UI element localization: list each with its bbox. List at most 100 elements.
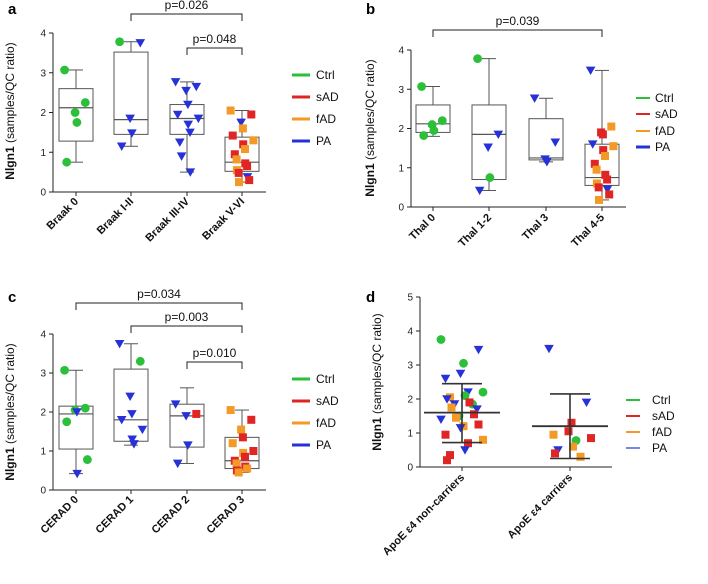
data-point-fad — [607, 122, 616, 131]
data-point-pa — [191, 82, 202, 92]
data-point-ctrl — [135, 356, 145, 366]
panel-a: a Nlgn1 (samples/QC ratio) 0 1 2 3 4 Braak 0 B… — [3, 0, 339, 244]
data-point-sad — [228, 131, 237, 140]
p-value-label: p=0.010 — [193, 346, 237, 360]
data-point-pa — [581, 398, 592, 407]
panel-b: b Nlgn1 (samples/QC ratio) 0 1 2 3 4 Thal 0 Th… — [363, 1, 678, 250]
legend-label-sad: sAD — [316, 90, 339, 104]
data-point-pa — [455, 424, 466, 433]
data-point-ctrl — [473, 54, 482, 64]
data-point-sad — [551, 449, 559, 458]
data-point-ctrl — [485, 173, 495, 182]
data-point-fad — [235, 178, 243, 187]
y-tick-label: 0 — [40, 188, 46, 199]
x-tick-label: CERAD 2 — [149, 494, 192, 537]
data-point-ctrl — [62, 417, 72, 427]
legend-label-ctrl: Ctrl — [316, 372, 335, 386]
legend-label-ctrl: Ctrl — [316, 68, 335, 82]
significance-bracket — [186, 361, 243, 369]
legend-label-sad: sAD — [655, 107, 678, 121]
significance-bracket — [432, 29, 603, 37]
data-point-sad — [470, 410, 478, 419]
panel-letter-a: a — [8, 1, 17, 18]
legend: Ctrl sAD fAD PA — [292, 68, 339, 148]
y-tick-label: 4 — [40, 29, 46, 40]
data-point-pa — [483, 143, 493, 152]
y-axis-label: Nlgn1 (samples/QC ratio) — [3, 343, 17, 480]
data-point-ctrl — [83, 455, 92, 464]
data-point-ctrl — [437, 116, 447, 126]
data-point-fad — [609, 142, 618, 151]
data-point-sad — [603, 175, 612, 184]
data-point-pa — [473, 345, 484, 355]
data-point-pa — [172, 110, 183, 120]
y-tick-label: 0 — [40, 486, 46, 497]
data-point-pa — [127, 435, 137, 444]
data-point-ctrl — [80, 403, 90, 413]
data-point-ctrl — [60, 365, 69, 375]
y-tick-label: 2 — [407, 395, 413, 406]
x-tick-label: Thal 1-2 — [456, 212, 494, 250]
y-tick-label: 0 — [398, 203, 404, 214]
data-point-pa — [185, 128, 195, 137]
data-point-pa — [193, 114, 204, 124]
x-tick-label: Braak V-VI — [200, 196, 247, 243]
data-point-pa — [127, 410, 137, 419]
data-point-pa — [455, 369, 466, 379]
data-point-ctrl — [115, 37, 124, 47]
data-point-pa — [440, 374, 451, 384]
data-point-fad — [592, 165, 601, 174]
y-tick-label: 1 — [40, 447, 46, 458]
data-point-pa — [474, 186, 485, 196]
x-tick-label: CERAD 0 — [38, 494, 81, 537]
data-point-ctrl — [478, 387, 488, 397]
data-point-pa — [129, 440, 139, 449]
data-point-sad — [590, 159, 599, 168]
data-point-sad — [245, 176, 254, 185]
data-point-pa — [550, 138, 561, 147]
y-tick-label: 5 — [407, 293, 413, 304]
data-point-fad — [569, 442, 577, 451]
panel-d: d Nlgn1 (samples/QC ratio) 0 1 2 3 4 5 ApoE ε4… — [366, 289, 675, 558]
significance-bracket — [130, 13, 243, 21]
data-point-sad — [249, 447, 258, 455]
x-tick-label: Braak 0 — [45, 196, 82, 233]
legend-label-pa: PA — [316, 134, 331, 148]
panel-c: c Nlgn1 (samples/QC ratio) 0 1 2 3 4 CERAD 0 C… — [3, 287, 339, 536]
legend: Ctrl sAD fAD PA — [636, 91, 678, 154]
data-point-sad — [243, 162, 252, 171]
data-point-pa — [183, 100, 193, 110]
x-tick-label: Braak I-II — [95, 196, 136, 237]
data-point-ctrl — [80, 98, 90, 107]
data-point-fad — [549, 430, 558, 439]
data-point-fad — [243, 464, 252, 473]
data-point-pa — [183, 120, 193, 130]
data-point-pa — [72, 469, 82, 479]
data-point-ctrl — [62, 157, 72, 167]
x-tick-label: CERAD 1 — [93, 494, 136, 537]
data-point-pa — [529, 94, 540, 103]
data-point-ctrl — [436, 335, 446, 344]
x-tick-label: CERAD 3 — [204, 494, 247, 537]
y-tick-label: 4 — [40, 330, 46, 341]
y-tick-label: 1 — [40, 148, 46, 159]
data-point-fad — [601, 151, 609, 160]
panel-letter-b: b — [366, 1, 375, 18]
plot-area: 0 1 2 3 4 Thal 0 Thal 1-2 Thal 3 Thal 4-5 p=0.039 — [398, 14, 626, 250]
data-point-pa — [236, 118, 246, 128]
data-point-sad — [247, 415, 256, 424]
data-point-pa — [436, 415, 446, 424]
data-point-pa — [542, 158, 552, 167]
data-point-sad — [238, 433, 247, 442]
box-iqr — [113, 51, 149, 135]
data-point-pa — [181, 412, 191, 421]
data-point-pa — [181, 86, 191, 96]
box-iqr — [471, 104, 507, 181]
significance-bracket — [75, 302, 243, 310]
data-point-fad — [238, 124, 247, 133]
data-point-sad — [234, 168, 243, 177]
y-axis-label: Nlgn1 (samples/QC ratio) — [370, 313, 384, 450]
x-tick-label: ApoE ε4 non-carriers — [381, 472, 468, 559]
data-point-ctrl — [60, 65, 69, 75]
legend: Ctrl sAD fAD PA — [626, 393, 675, 455]
